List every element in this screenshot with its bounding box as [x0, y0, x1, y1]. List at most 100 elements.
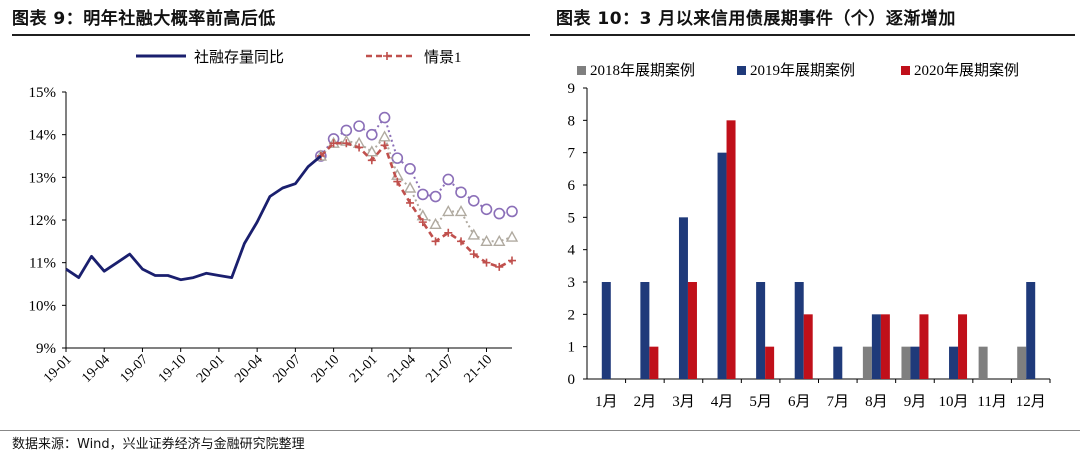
- bar-2019: [949, 346, 959, 379]
- y-tick-label: 15%: [29, 85, 57, 101]
- x-tick-label: 6月: [788, 394, 811, 410]
- scenario1-marker: [355, 143, 364, 152]
- source-note: 数据来源：Wind，兴业证券经济与金融研究院整理: [12, 437, 305, 452]
- x-tick-label: 11月: [977, 394, 1006, 410]
- x-tick-label: 5月: [749, 394, 772, 410]
- bar-2020: [803, 314, 813, 379]
- x-tick-label: 2月: [634, 394, 657, 410]
- legend-label-2018: 2018年展期案例: [590, 61, 695, 79]
- x-tick-label: 21-04: [385, 352, 419, 386]
- legend-label-2020: 2020年展期案例: [914, 61, 1019, 79]
- x-tick-label: 19-07: [118, 352, 152, 386]
- circle-marker: [416, 188, 429, 201]
- scenario1-marker: [406, 198, 415, 207]
- y-tick-label: 2: [568, 307, 576, 323]
- triangle-marker: [403, 181, 417, 193]
- triangle-marker: [467, 228, 480, 240]
- legend-label-scenario1: 情景1: [424, 49, 462, 66]
- legend-swatch-2018: [577, 66, 586, 75]
- bar-chart: 0 1 2 3 4 5 6 7 8 9 1月 2月 3月 4月 5月 6月 7月 8月 9月 10月 11月 12月 201…: [568, 61, 1051, 410]
- y-tick-label: 4: [568, 243, 576, 259]
- scenario1-marker: [495, 262, 504, 271]
- bar-2020: [880, 314, 890, 379]
- x-tick-label: 1月: [595, 394, 618, 410]
- triangle-series-line: [320, 134, 513, 243]
- triangle-marker: [429, 217, 442, 229]
- y-tick-label: 1: [568, 340, 576, 356]
- legend-label-social-financing: 社融存量同比: [194, 49, 284, 66]
- x-tick-label: 10月: [939, 394, 969, 410]
- scenario1-marker: [342, 139, 351, 148]
- x-tick-label: 20-07: [270, 352, 304, 386]
- left-title-rule: [12, 34, 530, 36]
- bar-2018: [978, 346, 988, 379]
- right-panel-title: 图表 10：3 月以来信用债展期事件（个）逐渐增加: [556, 9, 956, 29]
- circle-marker: [404, 163, 416, 175]
- bar-2020: [919, 314, 929, 379]
- y-tick-label: 6: [568, 178, 576, 194]
- y-tick-label: 5: [568, 210, 576, 226]
- bar-2019: [601, 282, 611, 379]
- legend-swatch-2019: [737, 66, 746, 75]
- triangle-marker: [480, 234, 493, 247]
- bar-2020: [765, 346, 775, 379]
- bar-2019: [833, 346, 843, 379]
- x-tick-label: 19-04: [79, 352, 113, 386]
- x-tick-label: 21-01: [347, 352, 381, 386]
- triangle-marker: [365, 145, 379, 157]
- circle-marker: [480, 203, 493, 216]
- circle-marker: [455, 186, 467, 199]
- bar-2019: [756, 282, 766, 379]
- x-tick-label: 7月: [827, 394, 850, 410]
- triangle-marker: [505, 230, 519, 242]
- y-tick-label: 9: [568, 81, 576, 97]
- scenario1-marker: [508, 256, 516, 265]
- bar-2018: [862, 346, 872, 379]
- scenario1-marker: [444, 228, 453, 237]
- social-financing-line: [65, 154, 322, 282]
- x-tick-label: 20-01: [194, 352, 228, 386]
- y-tick-label: 12%: [29, 213, 57, 229]
- y-tick-label: 9%: [36, 341, 56, 357]
- bar-2020: [687, 282, 697, 379]
- x-tick-label: 12月: [1016, 394, 1046, 410]
- circle-marker: [378, 111, 391, 124]
- footer-rule: [0, 430, 1080, 431]
- bar-2019: [871, 314, 881, 379]
- bar-2020: [726, 120, 736, 379]
- bar-2020: [649, 346, 659, 379]
- x-tick-label: 8月: [865, 394, 888, 410]
- triangle-marker: [493, 234, 506, 247]
- x-tick-label: 3月: [672, 394, 695, 410]
- scenario1-marker: [482, 258, 491, 267]
- scenario1-marker: [469, 250, 478, 259]
- x-tick-label: 21-07: [423, 352, 457, 386]
- scenario1-marker: [367, 156, 376, 165]
- bar-2019: [1026, 282, 1036, 379]
- right-title-rule: [550, 34, 1075, 36]
- bar-2019: [640, 282, 650, 379]
- x-tick-label: 20-10: [309, 352, 343, 386]
- circle-marker: [340, 124, 353, 137]
- x-tick-label: 19-01: [41, 352, 75, 386]
- circle-marker: [506, 205, 518, 218]
- legend-marker-scenario1: [383, 52, 391, 60]
- scenario1-marker: [418, 218, 427, 227]
- y-tick-label: 7: [568, 146, 576, 162]
- legend-swatch-2020: [901, 66, 910, 75]
- scenario1-marker: [431, 237, 440, 246]
- y-tick-label: 13%: [29, 170, 57, 186]
- bar-2020: [958, 314, 968, 379]
- x-tick-label: 9月: [904, 394, 927, 410]
- circle-marker: [429, 190, 442, 203]
- y-tick-label: 8: [568, 113, 576, 129]
- bar-2019: [910, 346, 920, 379]
- y-tick-label: 14%: [29, 128, 57, 144]
- line-chart: 9% 10% 11% 12% 13% 14% 15% 19-01 19-04 19-07 19-10…: [29, 49, 519, 386]
- left-panel-title: 图表 9：明年社融大概率前高后低: [12, 9, 276, 29]
- triangle-marker: [442, 205, 455, 217]
- circle-marker: [442, 173, 455, 186]
- triangle-marker: [454, 205, 468, 217]
- x-tick-label: 19-10: [156, 352, 190, 386]
- circle-marker: [366, 128, 378, 141]
